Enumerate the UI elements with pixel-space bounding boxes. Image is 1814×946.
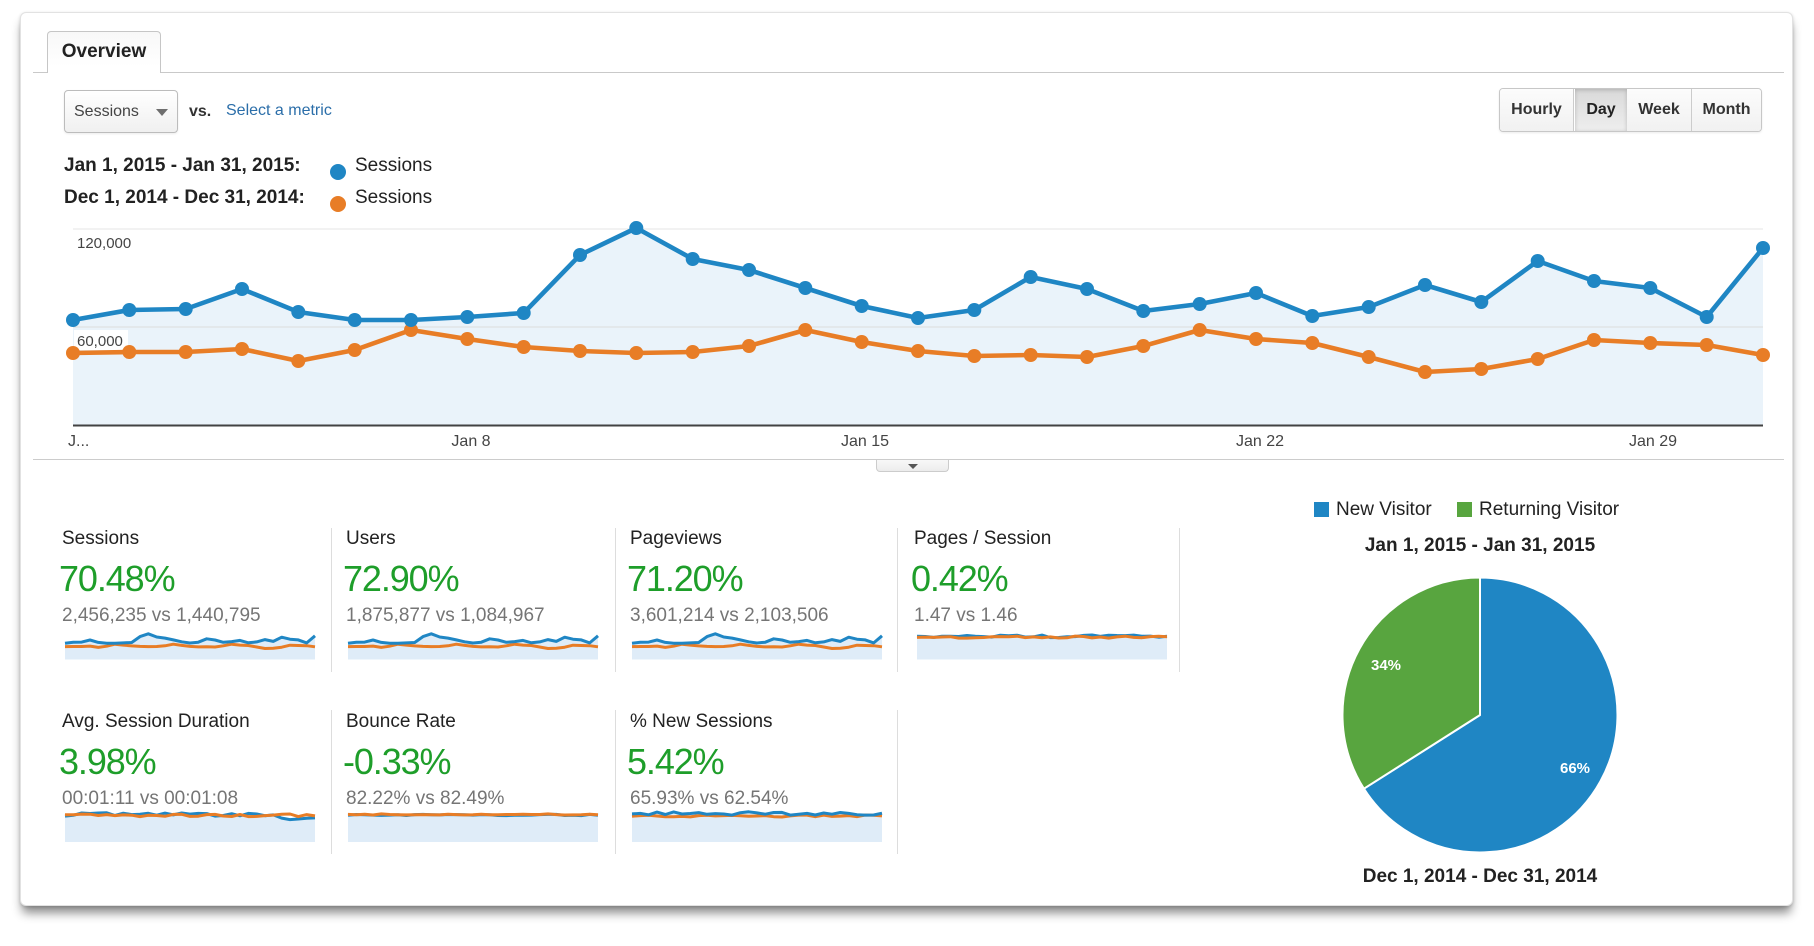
svg-text:Jan 29: Jan 29 (1629, 433, 1677, 450)
svg-text:Jan 22: Jan 22 (1236, 433, 1284, 450)
svg-text:34%: 34% (1371, 657, 1401, 674)
svg-text:Jan 15: Jan 15 (841, 433, 889, 450)
svg-text:120,000: 120,000 (77, 235, 131, 252)
svg-text:J...: J... (68, 433, 89, 450)
svg-text:60,000: 60,000 (77, 333, 123, 350)
svg-text:66%: 66% (1560, 760, 1590, 777)
svg-text:Jan 8: Jan 8 (451, 433, 490, 450)
